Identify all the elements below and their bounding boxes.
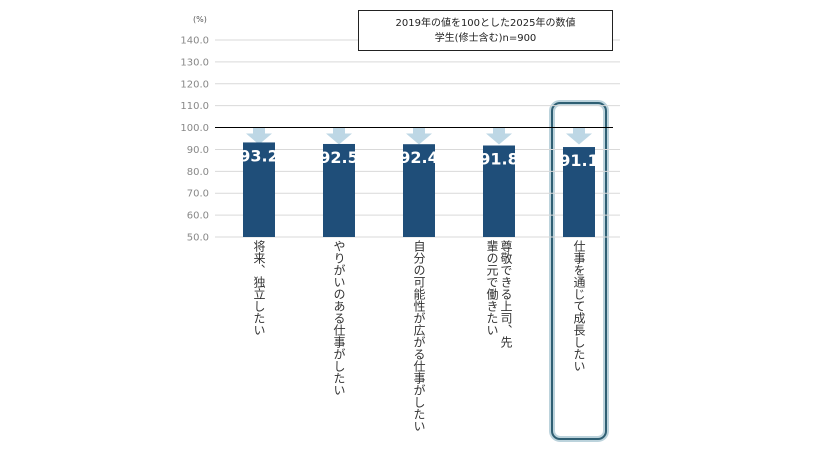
- decrease-arrows: [246, 127, 592, 145]
- chart-subtitle: 学生(修士含む)n=900: [434, 33, 537, 44]
- arrow-shaft: [493, 127, 505, 134]
- y-tick-label: 50.0: [187, 233, 209, 244]
- value-label: 91.1: [559, 151, 598, 170]
- down-arrow-icon: [246, 133, 272, 145]
- category-label: やりがいのある仕事がしたい: [332, 240, 346, 396]
- y-unit-label: (%): [193, 15, 207, 24]
- arrow-shaft: [413, 127, 425, 134]
- chart-title: 2019年の値を100とした2025年の数値: [395, 18, 576, 29]
- y-tick-label: 140.0: [180, 36, 209, 47]
- value-label: 91.8: [479, 150, 518, 169]
- arrow-shaft: [333, 127, 345, 134]
- y-tick-label: 120.0: [180, 79, 209, 90]
- bar: [243, 142, 275, 237]
- bar: [483, 145, 515, 237]
- value-label: 92.5: [319, 148, 358, 167]
- bars: [243, 142, 595, 237]
- y-tick-label: 60.0: [187, 211, 209, 222]
- highlight-frame: [549, 100, 609, 442]
- bar: [403, 144, 435, 237]
- y-tick-label: 110.0: [180, 101, 209, 112]
- down-arrow-icon: [326, 133, 352, 145]
- y-tick-label: 100.0: [180, 123, 209, 134]
- down-arrow-icon: [406, 133, 432, 145]
- y-tick-label: 90.0: [187, 145, 209, 156]
- category-label: 尊敬できる上司、先輩の元で働きたい: [485, 240, 513, 348]
- highlight-frame-border: [551, 102, 607, 440]
- value-label: 92.4: [399, 148, 438, 167]
- category-label: 将来、独立したい: [252, 240, 266, 336]
- value-labels: 93.2 92.5 92.4 91.8 91.1: [239, 146, 598, 170]
- y-tick-label: 130.0: [180, 57, 209, 68]
- y-tick-label: 80.0: [187, 167, 209, 178]
- chart-title-box: 2019年の値を100とした2025年の数値 学生(修士含む)n=900: [358, 10, 613, 51]
- arrow-shaft: [573, 127, 585, 134]
- down-arrow-icon: [566, 133, 592, 145]
- category-label: 自分の可能性が広がる仕事がしたい: [412, 240, 426, 432]
- arrow-shaft: [253, 127, 265, 134]
- bar: [323, 143, 355, 237]
- down-arrow-icon: [486, 133, 512, 145]
- y-tick-label: 70.0: [187, 189, 209, 200]
- value-label: 93.2: [239, 146, 278, 165]
- category-label: 仕事を通じて成長したい: [572, 240, 586, 372]
- bar: [563, 147, 595, 237]
- y-axis-ticks: 140.0 130.0 120.0 110.0 100.0 90.0 80.0 70.0 60.…: [180, 36, 209, 244]
